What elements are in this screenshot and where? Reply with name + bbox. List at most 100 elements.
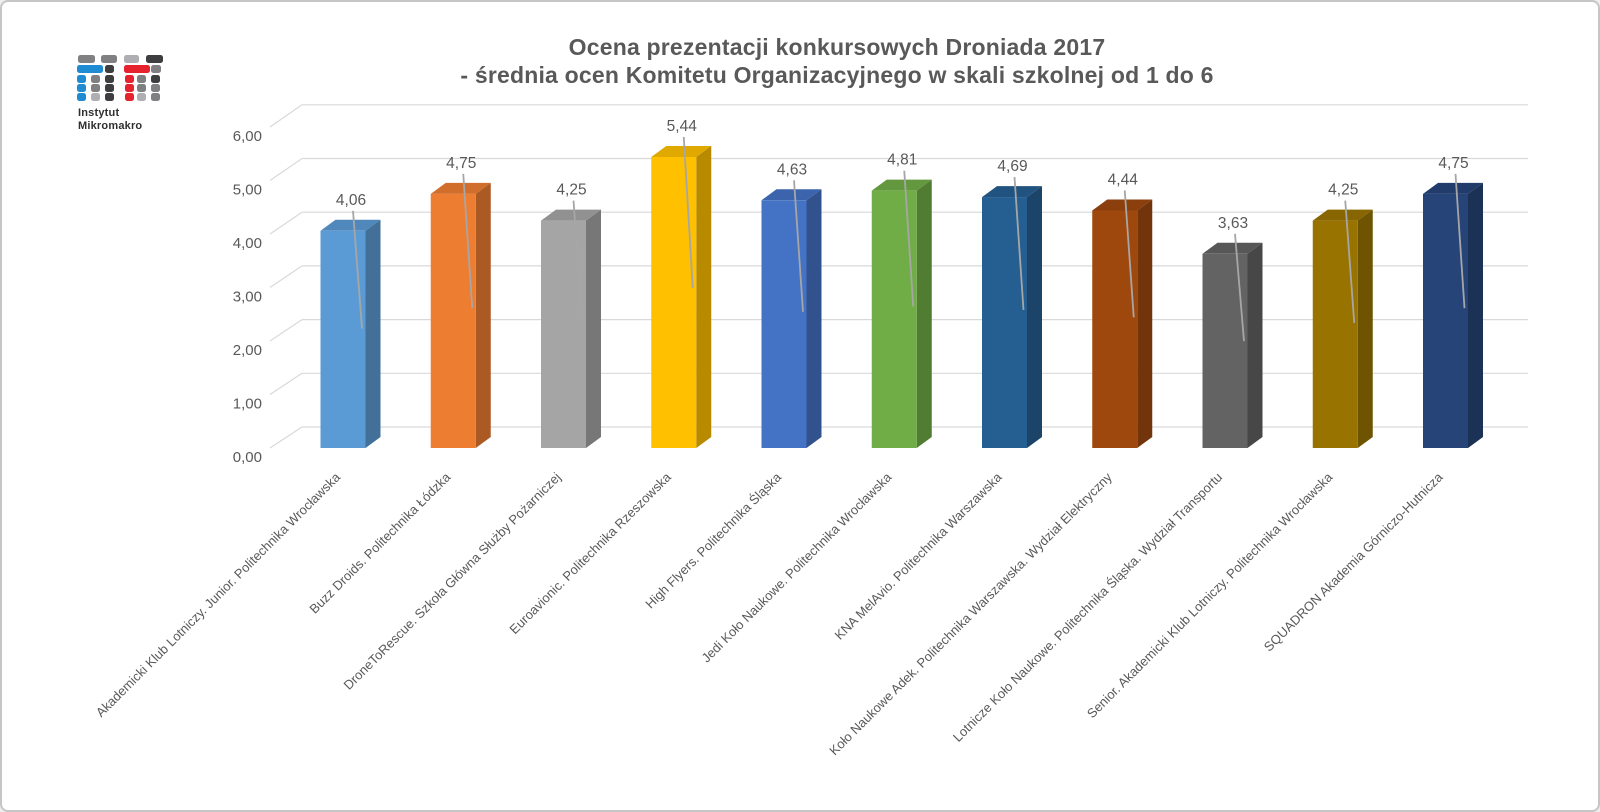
logo-mark — [68, 44, 168, 104]
y-axis-tick-label: 1,00 — [233, 396, 262, 413]
bar-front-face — [541, 220, 586, 448]
data-label-leader-line — [1344, 200, 1356, 324]
x-axis-category-label: SQUADRON Akademia Górniczo-Hutnicza — [1261, 469, 1446, 654]
bar-column — [651, 145, 712, 448]
bar-value-label: 3,63 — [1218, 215, 1248, 232]
logo-dot — [151, 75, 160, 83]
logo-dot — [137, 84, 146, 92]
y-axis-tick-label: 0,00 — [233, 449, 262, 466]
bar-top-face — [541, 209, 601, 221]
logo-dot — [91, 75, 100, 83]
bar-side-face — [586, 209, 601, 448]
bar-value-label: 4,75 — [1438, 155, 1468, 172]
bar-value-label: 4,63 — [777, 161, 807, 178]
y-axis-tick-label: 4,00 — [233, 235, 262, 252]
y-axis-tick-label: 2,00 — [233, 342, 262, 359]
chart-title: Ocena prezentacji konkursowych Droniada … — [172, 33, 1502, 89]
bar-value-label: 4,75 — [446, 155, 476, 172]
data-label-leader-line — [793, 180, 804, 312]
logo-dot — [91, 84, 100, 92]
x-axis-category-label: Akademicki Klub Lotniczy. Junior. Polite… — [93, 469, 344, 720]
bar-front-face — [430, 193, 476, 448]
bar-column — [871, 179, 932, 449]
logo-dot — [124, 55, 139, 63]
logo-dot — [105, 84, 114, 92]
bar-top-face — [651, 145, 712, 157]
bar-top-face — [982, 186, 1042, 198]
bar-side-face — [1027, 186, 1042, 448]
chart-title-line1: Ocena prezentacji konkursowych Droniada … — [568, 34, 1106, 60]
bar-side-face — [806, 189, 822, 449]
x-axis-category-label: DroneToRescue. Szkoła Główna Służby Poża… — [340, 469, 563, 692]
data-label-leader-line — [572, 200, 584, 324]
logo-dot — [125, 75, 134, 83]
bar-front-face — [1092, 210, 1138, 448]
data-label-leader-line — [462, 173, 474, 309]
bar-side-face — [696, 145, 712, 448]
data-label-leader-line — [1123, 190, 1135, 318]
bar-value-label: 4,69 — [997, 158, 1027, 175]
bar-side-face — [1247, 242, 1263, 448]
bar-side-face — [365, 219, 381, 448]
bar-column — [541, 209, 601, 448]
logo-dot — [77, 84, 86, 92]
bar-value-label: 4,25 — [556, 182, 586, 199]
bar-column — [430, 182, 491, 448]
bar-column — [1312, 209, 1373, 448]
logo-dot — [91, 93, 100, 101]
bar-side-face — [1357, 209, 1373, 448]
data-label-leader-line — [352, 210, 363, 329]
x-axis-category-label: Senior. Akademicki Klub Lotniczy. Polite… — [1084, 469, 1336, 721]
bar-side-face — [916, 179, 932, 449]
logo-text-line2: Mikromakro — [78, 120, 143, 132]
logo-dot — [77, 65, 103, 73]
logo-dot — [125, 84, 134, 92]
logo-dot — [105, 93, 114, 101]
data-label-leader-line — [1013, 177, 1025, 311]
logo-text: Instytut Mikromakro — [78, 107, 142, 133]
bar-front-face — [1423, 193, 1468, 448]
axis-tick-line — [269, 319, 303, 342]
logo-dot — [151, 65, 161, 73]
data-label-leader-line — [1454, 173, 1466, 309]
y-axis-tick-label: 3,00 — [233, 289, 262, 306]
x-axis-category-label: Jedi Koło Naukowe. Politechnika Wrocławs… — [698, 469, 894, 665]
bar-top-face — [1423, 182, 1483, 194]
bar-front-face — [320, 230, 366, 448]
bar-top-face — [1202, 242, 1263, 254]
y-axis-tick-label: 6,00 — [233, 128, 262, 145]
logo-dot — [77, 93, 86, 101]
data-label-leader-line — [903, 170, 915, 307]
bar-top-face — [871, 179, 932, 191]
axis-tick-line — [269, 372, 303, 396]
axis-tick-line — [269, 426, 303, 449]
data-label-leader-line — [1234, 233, 1245, 342]
logo-dot — [151, 93, 160, 101]
bar-top-face — [430, 182, 491, 194]
bar-front-face — [982, 197, 1027, 448]
bar-side-face — [1468, 182, 1483, 448]
bar-top-face — [1092, 199, 1153, 211]
bar-column — [320, 219, 381, 448]
data-label-leader-line — [682, 136, 694, 288]
logo-dot — [78, 55, 95, 63]
logo-dot — [125, 93, 134, 101]
bar-value-label: 5,44 — [667, 118, 698, 135]
logo-dot — [151, 84, 160, 92]
logo-dot — [105, 75, 114, 83]
bar-value-label: 4,81 — [887, 152, 917, 169]
logo-dot — [105, 65, 114, 73]
bar-top-face — [1312, 209, 1373, 221]
logo-dot — [146, 55, 163, 63]
bar-front-face — [761, 200, 807, 448]
bar-side-face — [475, 182, 491, 448]
logo-dot — [124, 65, 150, 73]
bar-column — [1092, 199, 1153, 448]
bar-column — [982, 186, 1042, 448]
axis-tick-line — [269, 158, 303, 181]
axis-tick-line — [269, 104, 303, 128]
logo-dot — [137, 93, 146, 101]
logo-dot — [77, 75, 86, 83]
